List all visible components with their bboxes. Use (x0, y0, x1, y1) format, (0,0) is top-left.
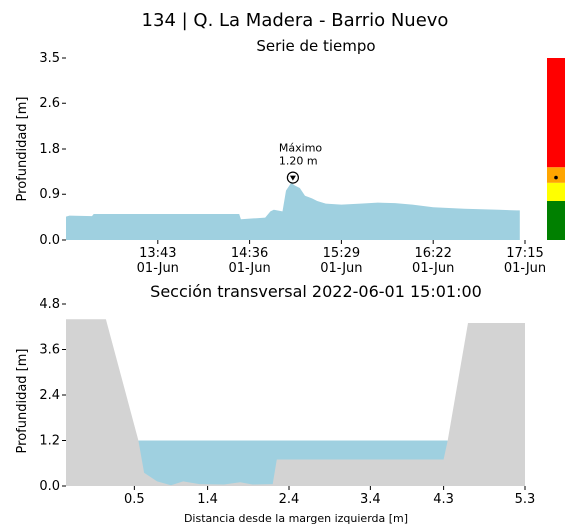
max-annotation: Máximo 1.20 m (279, 142, 323, 184)
y-tick-label: 3.6 (39, 343, 60, 358)
x-tick-label: 0.5 (124, 492, 145, 507)
cross-section-xlabel: Distancia desde la margen izquierda [m] (184, 512, 408, 525)
alert-level-segment (547, 58, 565, 168)
x-tick-date: 01-Jun (320, 261, 362, 276)
alert-level-segment (547, 182, 565, 201)
x-tick-time: 14:36 (231, 246, 268, 261)
time-series-y-ticks: 0.0 0.9 1.8 2.6 3.5 (39, 51, 66, 248)
max-marker-circle (286, 171, 300, 184)
x-tick-time: 13:43 (139, 246, 176, 261)
current-level-dot (554, 175, 558, 180)
max-annotation-value: 1.20 m (279, 155, 318, 168)
x-tick-time: 16:22 (414, 246, 451, 261)
time-series-title: Serie de tiempo (256, 37, 375, 55)
y-tick-label: 1.8 (39, 142, 60, 157)
cross-section-ylabel: Profundidad [m] (15, 349, 30, 454)
x-tick-time: 17:15 (506, 246, 543, 261)
x-tick-time: 15:29 (323, 246, 360, 261)
y-tick-label: 0.0 (39, 233, 60, 248)
terrain-area (66, 319, 525, 486)
y-tick-label: 2.6 (39, 96, 60, 111)
cross-section-x-ticks: 0.5 1.4 2.4 3.4 4.3 5.3 (124, 486, 535, 507)
depth-series-area (66, 182, 520, 240)
time-series-area-layer (66, 182, 520, 240)
y-tick-label: 3.5 (39, 51, 60, 66)
time-series-chart: Serie de tiempo 0.00.91.82.63.5 13:4301-… (15, 37, 565, 276)
cross-section-area-layer (66, 319, 525, 486)
alert-level-bar (547, 58, 565, 240)
y-tick-label: 2.4 (39, 388, 60, 403)
cross-section-chart: Sección transversal 2022-06-01 15:01:00 … (15, 282, 535, 525)
x-tick-label: 4.3 (433, 492, 454, 507)
max-marker-triangle (289, 175, 296, 181)
figure-title: 134 | Q. La Madera - Barrio Nuevo (142, 10, 449, 31)
time-series-x-ticks: 13:4301-Jun14:3601-Jun15:2901-Jun16:2201… (137, 240, 546, 276)
x-tick-date: 01-Jun (412, 261, 454, 276)
y-tick-label: 0.9 (39, 187, 60, 202)
cross-section-y-ticks: 0.0 1.2 2.4 3.6 4.8 (39, 297, 66, 494)
alert-level-segment (547, 167, 565, 183)
x-tick-date: 01-Jun (228, 261, 270, 276)
x-tick-label: 1.4 (197, 492, 218, 507)
y-tick-label: 4.8 (39, 297, 60, 312)
time-series-ylabel: Profundidad [m] (15, 97, 30, 202)
alert-level-segment (547, 201, 565, 240)
x-tick-label: 3.4 (360, 492, 381, 507)
x-tick-date: 01-Jun (137, 261, 179, 276)
x-tick-label: 5.3 (515, 492, 536, 507)
cross-section-title: Sección transversal 2022-06-01 15:01:00 (150, 282, 482, 301)
y-tick-label: 0.0 (39, 479, 60, 494)
max-annotation-label: Máximo (279, 142, 323, 155)
x-tick-label: 2.4 (279, 492, 300, 507)
y-tick-label: 1.2 (39, 434, 60, 449)
x-tick-date: 01-Jun (504, 261, 546, 276)
